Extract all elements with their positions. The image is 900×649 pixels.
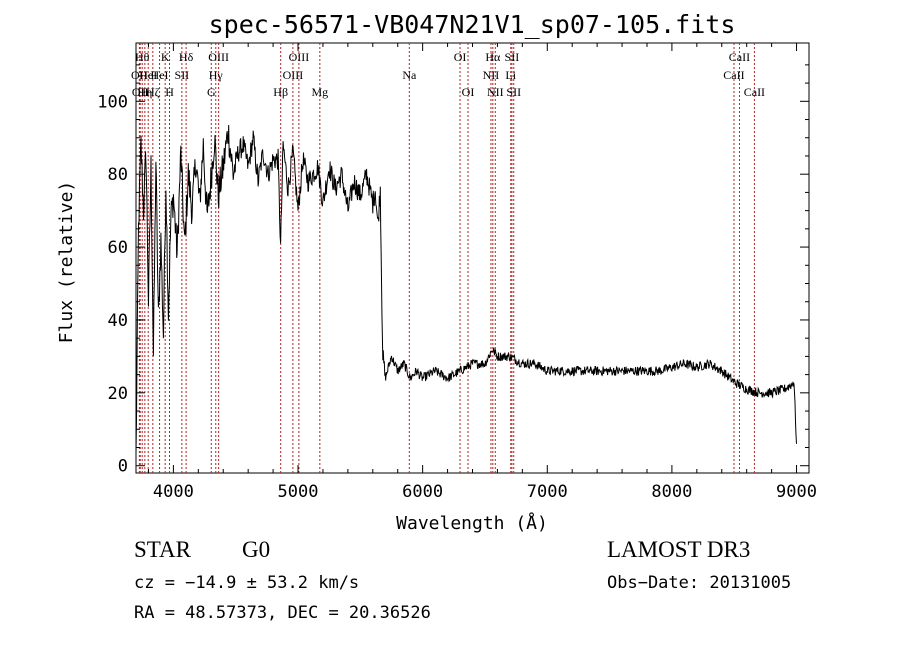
redshift-readout: cz = −14.9 ± 53.2 km/s (134, 573, 360, 593)
line-label-17: Mg (311, 85, 328, 99)
x-tick-label-4000: 4000 (153, 482, 194, 502)
line-label-26: SII (506, 85, 521, 99)
line-label-27: CaII (723, 68, 744, 82)
line-label-14: Hβ (273, 85, 288, 99)
y-tick-label-40: 40 (108, 311, 128, 331)
line-label-2: Hθ (135, 50, 150, 64)
y-tick-label-20: 20 (108, 384, 128, 404)
line-label-8: H (165, 85, 174, 99)
line-label-13: OIII (208, 50, 229, 64)
emission-line-labels: OIIOIIHθHηHeIHζHeIKHSIIHδGHγOIIIHβOIIIOI… (131, 50, 765, 99)
object-class: STAR (134, 537, 191, 562)
line-label-24: Li (505, 68, 516, 82)
line-label-25: SII (505, 50, 520, 64)
flux-series-line (135, 124, 797, 453)
line-label-21: NII (483, 68, 500, 82)
x-tick-label-6000: 6000 (402, 482, 443, 502)
line-label-22: Hα (485, 50, 501, 64)
chart-title: spec-56571-VB047N21V1_sp07-105.fits (209, 10, 736, 39)
plot-frame (135, 42, 810, 474)
line-label-18: Na (402, 68, 417, 82)
line-label-16: OIII (289, 50, 310, 64)
line-label-4: HeI (139, 68, 157, 82)
line-label-19: OI (454, 50, 467, 64)
x-axis-ticks: 4000 5000 6000 7000 8000 9000 (147, 43, 817, 502)
x-tick-label-9000: 9000 (776, 482, 817, 502)
line-label-23: NII (487, 85, 504, 99)
line-label-0: OII (131, 68, 148, 82)
observation-date: Obs−Date: 20131005 (607, 573, 792, 593)
y-tick-label-0: 0 (118, 457, 128, 477)
x-tick-label-7000: 7000 (527, 482, 568, 502)
x-axis-label: Wavelength (Å) (396, 512, 548, 534)
line-label-1: OII (132, 85, 149, 99)
line-label-3: Hη (137, 85, 152, 99)
line-label-29: CaII (744, 85, 765, 99)
survey-name: LAMOST DR3 (607, 537, 751, 562)
y-axis-label: Flux (relative) (56, 181, 77, 344)
coordinates-readout: RA = 48.57373, DEC = 20.36526 (134, 603, 431, 623)
line-label-5: Hζ (146, 85, 160, 99)
line-label-6: HeI (151, 68, 169, 82)
x-tick-label-8000: 8000 (651, 482, 692, 502)
y-axis-ticks: 0 20 40 60 80 100 (97, 64, 809, 477)
line-label-20: OI (462, 85, 475, 99)
line-label-11: G (207, 85, 216, 99)
line-label-28: CaII (729, 50, 750, 64)
emission-line-markers (138, 43, 755, 473)
y-tick-label-60: 60 (108, 238, 128, 258)
line-label-9: SII (175, 68, 190, 82)
y-tick-label-80: 80 (108, 165, 128, 185)
object-subclass: G0 (242, 537, 271, 562)
line-label-7: K (161, 50, 170, 64)
line-label-12: Hγ (209, 68, 224, 82)
line-label-15: OIII (283, 68, 304, 82)
x-tick-label-5000: 5000 (278, 482, 319, 502)
y-tick-label-100: 100 (97, 92, 128, 112)
line-label-10: Hδ (179, 50, 194, 64)
